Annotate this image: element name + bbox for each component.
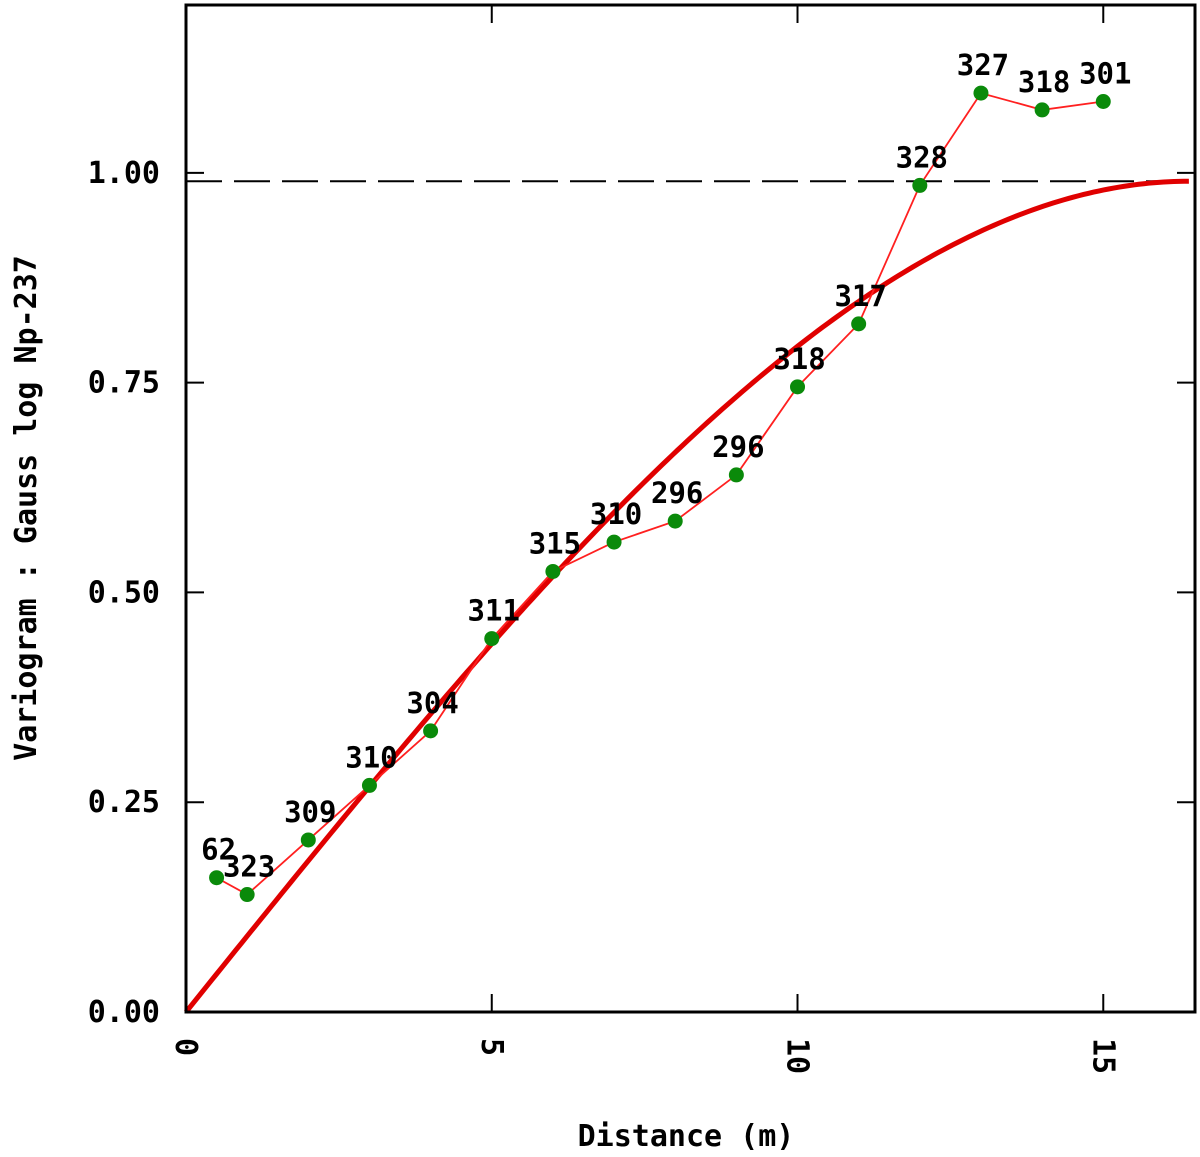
x-tick-label: 10 — [780, 1038, 815, 1074]
data-point — [300, 832, 316, 848]
data-point — [484, 631, 500, 647]
data-point — [209, 870, 225, 886]
pair-count-label: 304 — [406, 686, 458, 720]
y-axis-ticks: 0.00 0.25 0.50 0.75 1.00 — [88, 156, 1195, 1030]
data-point — [973, 85, 989, 101]
pair-count-label: 296 — [651, 476, 703, 510]
x-axis-title: Distance (m) — [578, 1119, 795, 1154]
data-point — [1095, 94, 1111, 110]
pair-count-label: 311 — [468, 594, 520, 628]
data-point — [423, 723, 439, 739]
pair-count-label: 317 — [834, 279, 886, 313]
data-point — [545, 563, 561, 579]
y-tick-label: 0.75 — [88, 366, 160, 401]
data-point — [728, 467, 744, 483]
data-point — [912, 177, 928, 193]
data-point — [851, 316, 867, 332]
data-point — [667, 513, 683, 529]
pair-count-label: 309 — [284, 795, 336, 829]
data-point — [790, 379, 806, 395]
pair-count-label: 327 — [957, 48, 1009, 82]
model-curve — [184, 178, 1189, 1014]
y-tick-label: 0.50 — [88, 575, 160, 610]
pair-count-label: 310 — [590, 497, 642, 531]
pair-count-label: 310 — [345, 740, 397, 774]
y-tick-label: 1.00 — [88, 156, 160, 191]
data-point — [1034, 102, 1050, 118]
experimental-variogram-line — [216, 92, 1104, 896]
y-tick-label: 0.00 — [88, 995, 160, 1030]
x-tick-label: 0 — [168, 1038, 203, 1056]
x-tick-label: 5 — [474, 1038, 509, 1056]
data-point — [239, 887, 255, 903]
pair-count-label: 318 — [1018, 65, 1070, 99]
data-point — [606, 534, 622, 550]
y-axis-title: Variogram : Gauss log Np-237 — [9, 255, 44, 761]
plot-frame — [184, 3, 1197, 1014]
x-axis-ticks: 0 5 10 15 — [168, 5, 1120, 1074]
x-tick-label: 15 — [1085, 1038, 1120, 1074]
pair-count-label: 328 — [896, 140, 948, 174]
pair-count-label: 301 — [1079, 57, 1131, 91]
pair-count-label: 296 — [712, 430, 764, 464]
data-points — [209, 85, 1111, 903]
pair-count-label: 318 — [773, 342, 825, 376]
pair-count-label: 315 — [529, 526, 581, 560]
pair-count-label: 323 — [223, 850, 275, 884]
pair-count-label: 62 — [201, 833, 236, 867]
y-tick-label: 0.25 — [88, 785, 160, 820]
data-point — [361, 777, 377, 793]
